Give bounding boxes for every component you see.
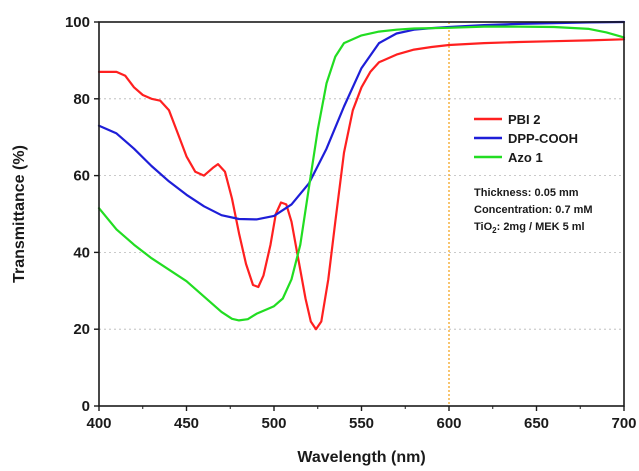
series-group bbox=[97, 20, 626, 331]
legend-label: DPP-COOH bbox=[508, 131, 578, 146]
ticks: 400 450 500 550 600 650 700 0 20 40 60 80 100 bbox=[65, 14, 637, 432]
x-tick-label: 500 bbox=[261, 415, 286, 432]
series-line-azo-1 bbox=[97, 25, 626, 322]
series-line-pbi-2 bbox=[97, 38, 626, 331]
y-axis-title: Transmittance (%) bbox=[11, 145, 28, 283]
legend-label: Azo 1 bbox=[508, 150, 543, 165]
y-tick-label: 0 bbox=[82, 398, 90, 415]
x-tick-label: 600 bbox=[436, 415, 461, 432]
legend: PBI 2 DPP-COOH Azo 1 bbox=[474, 112, 578, 165]
x-tick-label: 450 bbox=[174, 415, 199, 432]
x-axis-title: Wavelength (nm) bbox=[297, 449, 425, 466]
x-tick-label: 700 bbox=[611, 415, 636, 432]
annotation-text: Concentration: 0.7 mM bbox=[474, 204, 593, 216]
x-tick-label: 400 bbox=[86, 415, 111, 432]
y-tick-label: 100 bbox=[65, 14, 90, 31]
x-tick-label: 550 bbox=[349, 415, 374, 432]
y-tick-label: 40 bbox=[73, 244, 90, 261]
annotations: Thickness: 0.05 mm Concentration: 0.7 mM T… bbox=[474, 187, 593, 235]
x-tick-label: 650 bbox=[524, 415, 549, 432]
annotation-text: TiO2: 2mg / MEK 5 ml bbox=[474, 221, 585, 235]
y-tick-label: 60 bbox=[73, 168, 90, 185]
series-line-dpp-cooh bbox=[97, 20, 626, 221]
y-tick-label: 20 bbox=[73, 321, 90, 338]
annotation-text: Thickness: 0.05 mm bbox=[474, 187, 579, 199]
legend-label: PBI 2 bbox=[508, 112, 541, 127]
y-tick-label: 80 bbox=[73, 91, 90, 108]
